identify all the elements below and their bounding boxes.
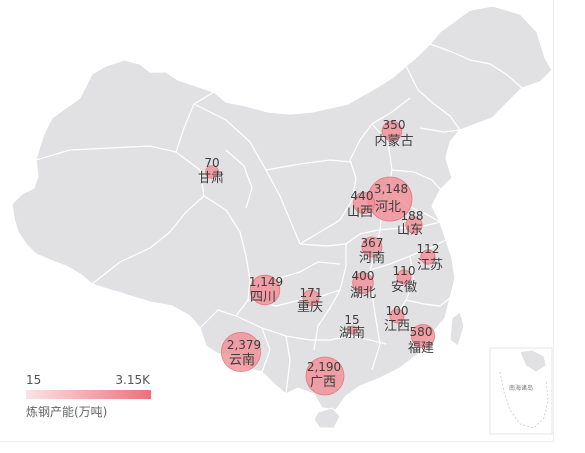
bubble-layer — [205, 120, 436, 396]
province-label-gansu: 甘肃 — [198, 171, 224, 186]
province-label-neimenggu: 内蒙古 — [374, 133, 413, 149]
value-label-henan: 367 — [361, 236, 384, 250]
value-label-chongqing: 171 — [300, 286, 323, 300]
province-label-henan: 河南 — [359, 250, 385, 266]
china-landmass — [11, 5, 553, 411]
bubble-jiangxi[interactable] — [389, 308, 405, 324]
bubble-hunan[interactable] — [348, 325, 358, 335]
value-label-hunan: 15 — [344, 313, 359, 327]
province-label-anhui: 安徽 — [391, 280, 417, 295]
province-label-sichuan: 四川 — [250, 290, 276, 305]
legend: 15 3.15K 炼钢产能(万吨) — [26, 373, 151, 419]
bubble-neimenggu[interactable] — [381, 120, 403, 142]
bubble-fujian[interactable] — [410, 323, 435, 348]
inset-coast — [519, 349, 547, 373]
bubble-jiangsu[interactable] — [420, 249, 436, 265]
province-label-hubei: 湖北 — [350, 286, 376, 301]
province-label-hunan: 湖南 — [339, 325, 365, 341]
province-label-chongqing: 重庆 — [297, 299, 323, 315]
value-label-shandong: 188 — [401, 209, 424, 223]
inset-label: 南海诸岛 — [509, 384, 533, 392]
value-label-sichuan: 1,149 — [249, 275, 283, 289]
inset-dashed-boundary — [499, 371, 549, 429]
value-label-jiangsu: 112 — [417, 242, 440, 256]
bubble-anhui[interactable] — [396, 269, 412, 285]
frame-edge — [0, 0, 554, 442]
value-label-shanxi: 440 — [351, 189, 374, 203]
bubble-hubei[interactable] — [352, 272, 374, 294]
bubble-gansu[interactable] — [205, 165, 219, 179]
value-label-gansu: 70 — [204, 156, 219, 170]
value-label-yunnan: 2,379 — [227, 338, 261, 352]
value-label-anhui: 110 — [393, 264, 416, 278]
province-label-shandong: 山东 — [397, 223, 423, 238]
province-label-fujian: 福建 — [408, 341, 434, 356]
legend-max-label: 3.15K — [115, 373, 151, 387]
value-label-hebei: 3,148 — [374, 182, 408, 196]
legend-color-bar — [26, 390, 151, 399]
value-label-neimenggu: 350 — [383, 118, 406, 132]
bubble-guangxi[interactable] — [305, 356, 345, 396]
bubble-chongqing[interactable] — [302, 289, 320, 307]
south-china-sea-inset: 南海诸岛 — [489, 347, 553, 435]
taiwan-island — [449, 311, 465, 347]
legend-min-label: 15 — [26, 373, 41, 387]
hainan-island — [313, 407, 341, 429]
value-label-guangxi: 2,190 — [307, 360, 341, 374]
bubble-shandong[interactable] — [405, 216, 423, 234]
province-label-guangxi: 广西 — [310, 375, 336, 390]
bubble-yunnan[interactable] — [220, 331, 261, 372]
bubble-sichuan[interactable] — [249, 274, 281, 306]
value-label-hubei: 400 — [352, 269, 375, 283]
province-label-jiangsu: 江苏 — [417, 257, 443, 273]
province-label-yunnan: 云南 — [229, 352, 255, 368]
province-label-shanxi: 山西 — [347, 205, 373, 220]
bubble-shanxi[interactable] — [352, 191, 375, 214]
value-label-jiangxi: 100 — [386, 304, 409, 318]
legend-title: 炼钢产能(万吨) — [26, 404, 107, 419]
province-label-hebei: 河北 — [375, 200, 401, 215]
value-label-fujian: 580 — [410, 325, 433, 339]
bubble-henan[interactable] — [361, 236, 383, 258]
province-label-jiangxi: 江西 — [384, 319, 410, 334]
